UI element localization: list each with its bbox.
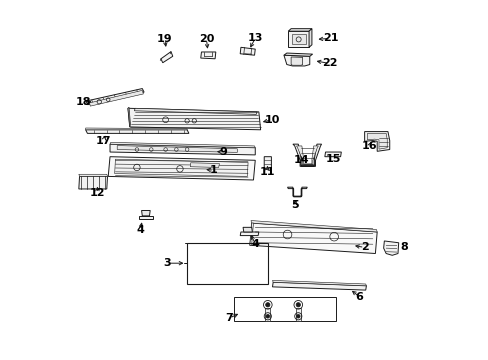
Polygon shape [287,187,306,197]
Polygon shape [272,282,366,290]
Polygon shape [287,31,308,47]
Text: 16: 16 [361,141,376,151]
Circle shape [265,315,269,318]
Text: 9: 9 [219,147,226,157]
Text: 5: 5 [290,200,298,210]
Text: 18: 18 [76,97,91,107]
Bar [291,35,305,44]
Polygon shape [264,157,271,170]
Polygon shape [89,90,143,106]
Text: 17: 17 [96,136,111,145]
Polygon shape [240,232,258,235]
Circle shape [265,303,269,307]
Polygon shape [190,163,219,167]
Text: 21: 21 [322,33,338,43]
Text: 4: 4 [136,225,144,235]
Polygon shape [364,132,389,151]
Text: 11: 11 [259,167,274,177]
Polygon shape [139,216,153,220]
Circle shape [296,315,300,318]
Polygon shape [85,128,187,130]
Text: 8: 8 [399,242,407,252]
Polygon shape [290,57,302,65]
Polygon shape [115,159,247,176]
Polygon shape [249,223,376,253]
Text: 15: 15 [325,154,340,164]
Text: 14: 14 [293,154,309,165]
Polygon shape [272,280,366,286]
Polygon shape [79,176,107,189]
Bar [233,297,335,320]
Text: 6: 6 [355,292,363,302]
Text: 2: 2 [360,242,368,252]
Polygon shape [243,227,252,232]
Polygon shape [240,47,255,55]
Polygon shape [292,144,321,166]
Bar [187,243,267,284]
Polygon shape [383,241,398,255]
Polygon shape [249,223,253,245]
Text: 10: 10 [264,115,279,125]
Polygon shape [324,152,341,157]
Polygon shape [134,108,257,114]
Polygon shape [287,29,311,31]
Polygon shape [85,130,188,134]
Polygon shape [161,51,172,63]
Text: 19: 19 [157,35,172,44]
Polygon shape [201,52,215,59]
Polygon shape [128,108,260,130]
Polygon shape [250,221,376,232]
Bar [265,308,270,320]
Text: 7: 7 [225,313,233,323]
Polygon shape [284,53,312,56]
Bar [295,308,300,320]
Polygon shape [142,211,150,216]
Polygon shape [110,144,255,155]
Text: 12: 12 [89,188,105,198]
Polygon shape [117,145,237,152]
Polygon shape [367,134,386,149]
Text: 20: 20 [199,34,214,44]
Polygon shape [86,89,144,105]
Text: 22: 22 [321,58,337,68]
Polygon shape [284,55,309,66]
Polygon shape [108,157,255,180]
Text: 4: 4 [251,239,259,249]
Text: 1: 1 [210,165,218,175]
Text: 3: 3 [163,258,170,268]
Polygon shape [79,174,107,176]
Circle shape [296,303,300,307]
Polygon shape [308,29,311,47]
Polygon shape [128,107,130,127]
Polygon shape [296,146,318,165]
Polygon shape [110,142,255,148]
Text: 13: 13 [247,33,263,43]
